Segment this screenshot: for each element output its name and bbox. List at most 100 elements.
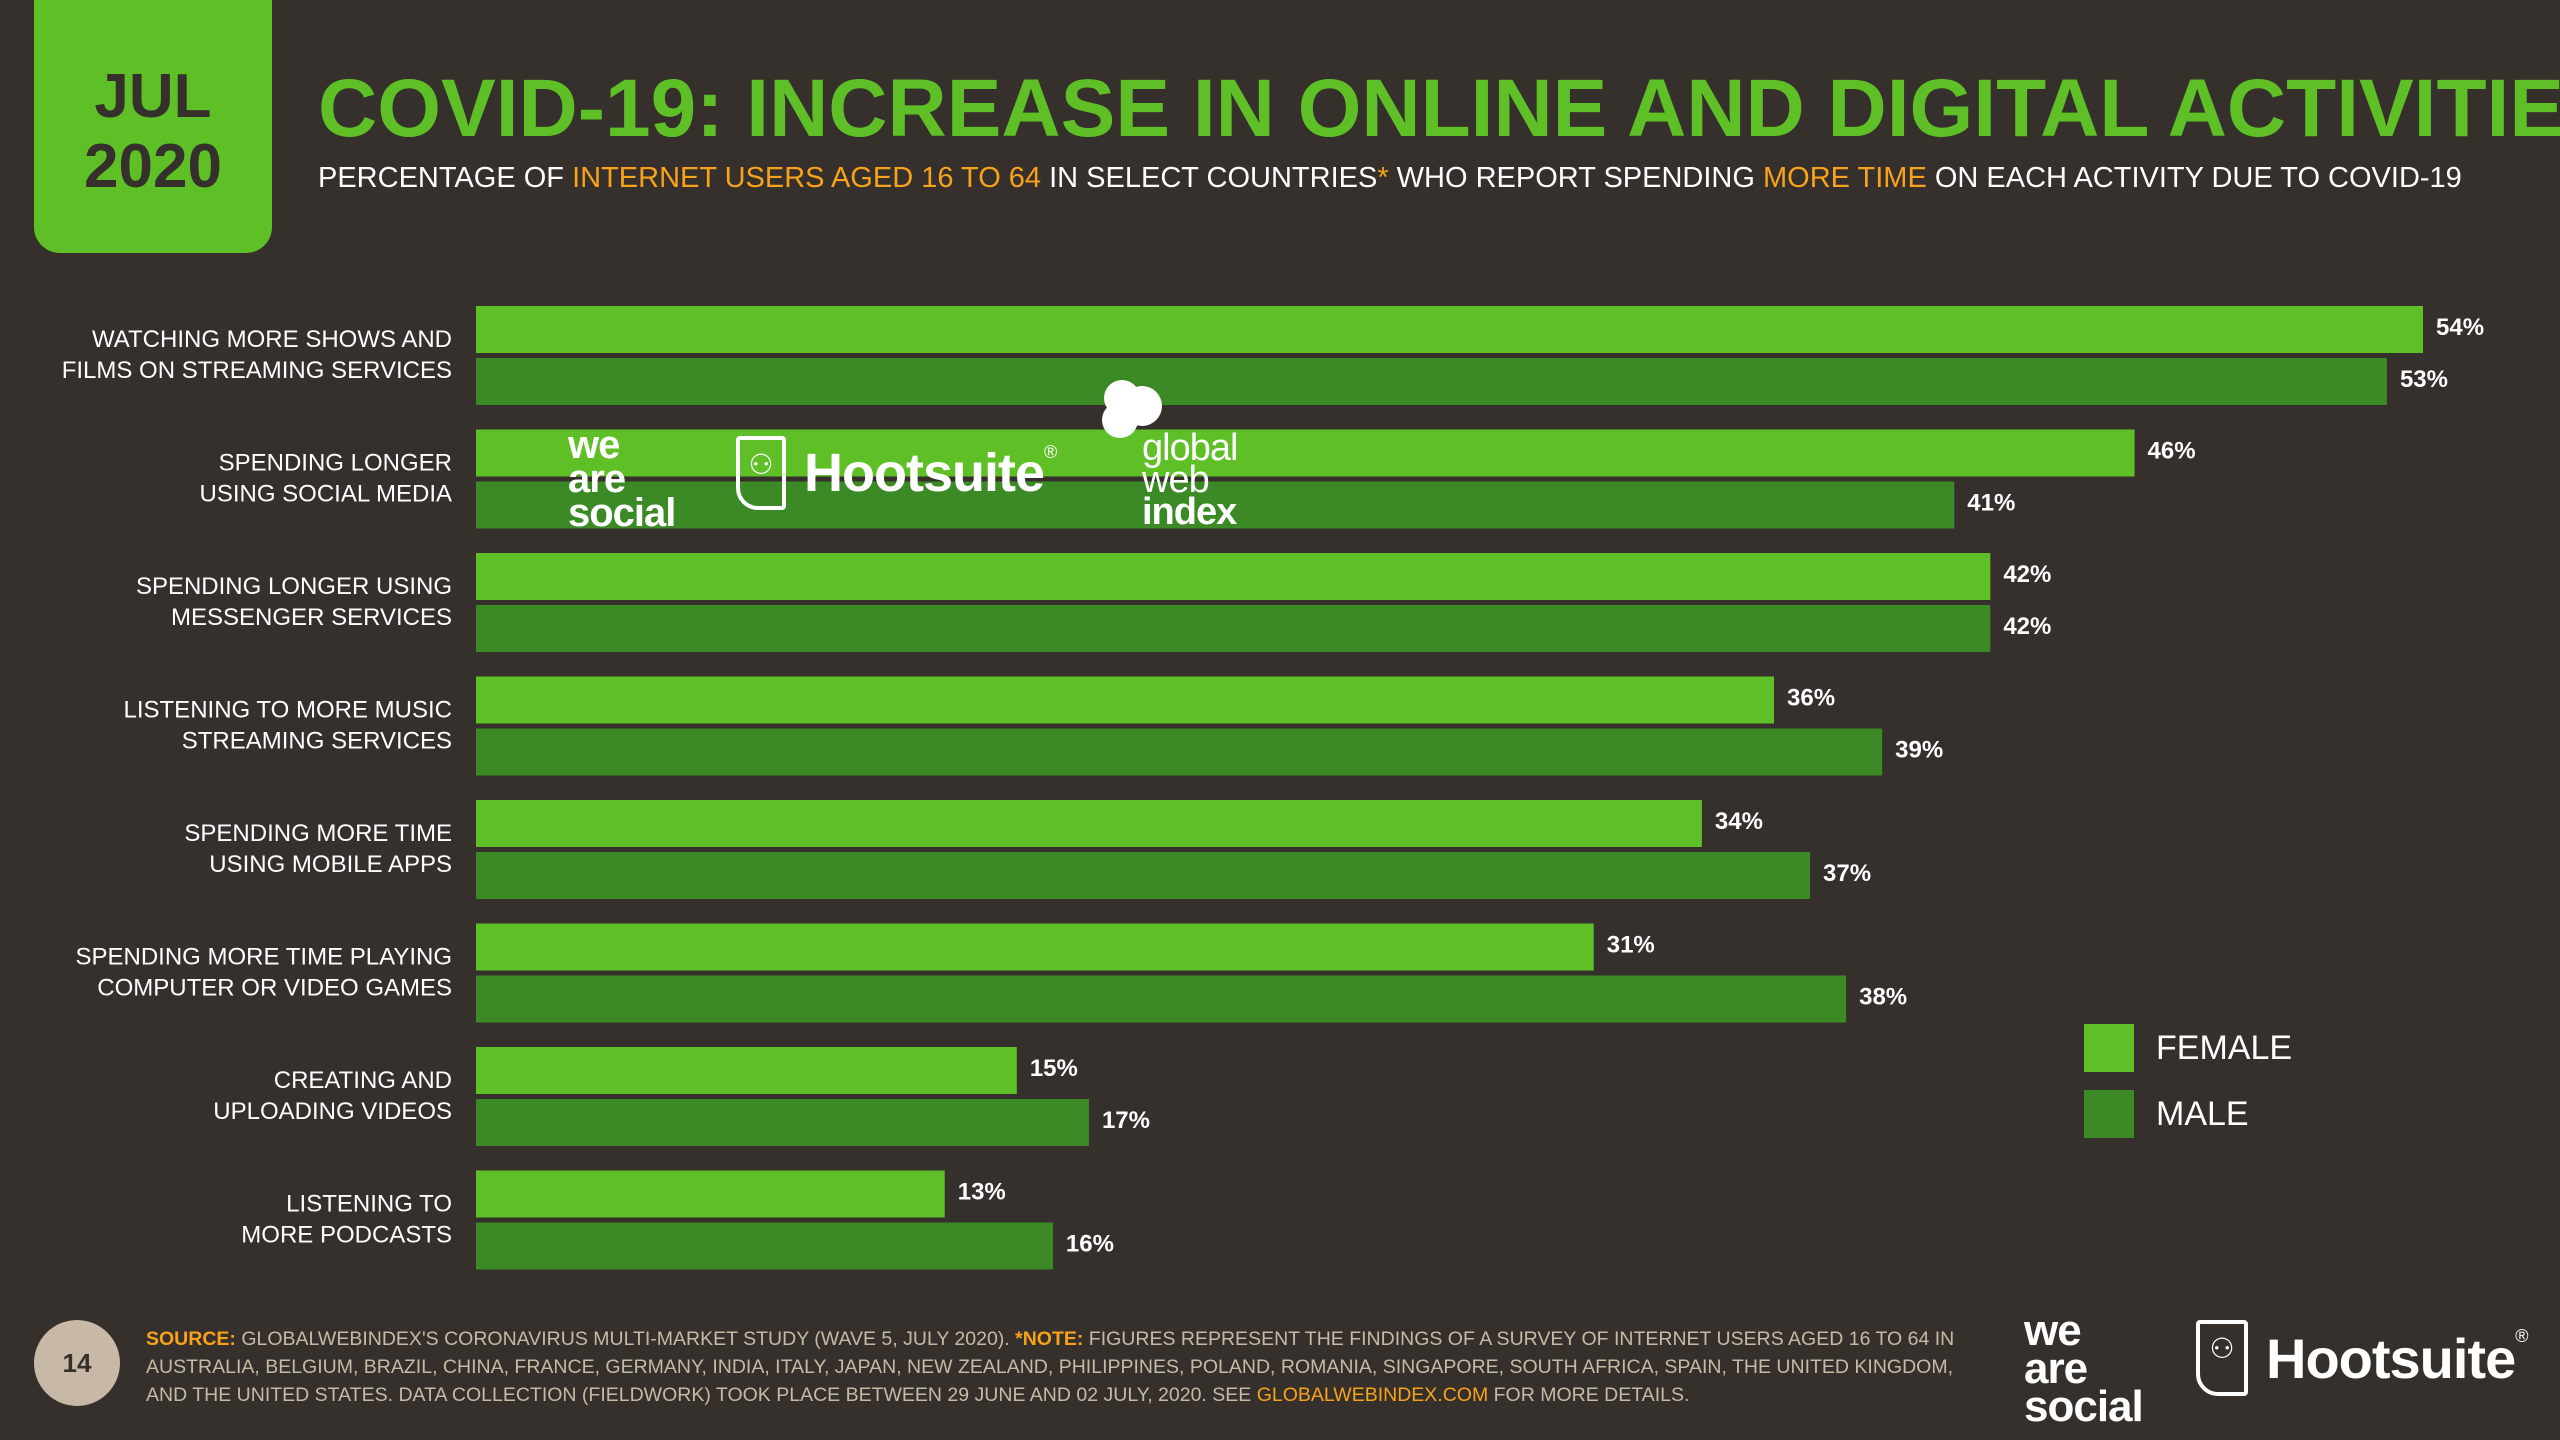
bar-female	[476, 1047, 1017, 1094]
category-label: CREATING AND UPLOADING VIDEOS	[213, 1067, 452, 1125]
value-label-male: 38%	[1859, 984, 1907, 1011]
category-label-line: FILMS ON STREAMING SERVICES	[62, 357, 452, 384]
bar-male	[476, 728, 1883, 776]
bar-female	[476, 676, 1774, 724]
category-label-line: SPENDING LONGER	[219, 450, 452, 477]
cloud-icon	[1102, 380, 1162, 438]
logo-line: we	[2024, 1306, 2082, 1355]
value-label-female: 36%	[1787, 685, 1835, 712]
hootsuite-wordmark: Hootsuite	[804, 443, 1045, 503]
subtitle-highlight: INTERNET USERS AGED 16 TO 64	[572, 162, 1042, 194]
date-year: 2020	[84, 131, 222, 201]
bar-female	[476, 923, 1594, 971]
value-label-male: 17%	[1102, 1107, 1150, 1134]
value-label-female: 54%	[2436, 314, 2484, 341]
page-title: COVID-19: INCREASE IN ONLINE AND DIGITAL…	[318, 63, 2560, 154]
subtitle-part: ON EACH ACTIVITY DUE TO COVID-19	[1926, 162, 2462, 194]
value-label-female: 31%	[1607, 932, 1655, 959]
hootsuite-watermark: ⚇ Hootsuite ®	[736, 436, 1057, 510]
owl-icon: ⚇	[736, 436, 786, 510]
source-text: GLOBALWEBINDEX'S CORONAVIRUS MULTI-MARKE…	[235, 1328, 1016, 1350]
value-label-male: 16%	[1066, 1231, 1114, 1258]
category-label-line: USING MOBILE APPS	[209, 851, 452, 878]
bar-male	[476, 358, 2387, 405]
value-label-female: 13%	[958, 1179, 1006, 1206]
subtitle-part: IN SELECT COUNTRIES	[1041, 162, 1378, 194]
watermark-line: global	[1142, 427, 1238, 469]
source-note: SOURCE: GLOBALWEBINDEX'S CORONAVIRUS MUL…	[146, 1325, 1976, 1409]
source-link[interactable]: GLOBALWEBINDEX.COM	[1256, 1384, 1489, 1406]
value-label-female: 15%	[1030, 1055, 1078, 1082]
legend-item-female: FEMALE	[2084, 1024, 2292, 1072]
watermark-line: index	[1142, 491, 1237, 533]
bar-female	[476, 800, 1702, 847]
value-label-male: 53%	[2400, 366, 2448, 393]
bar-female	[476, 429, 2135, 477]
category-label: WATCHING MORE SHOWS AND FILMS ON STREAMIN…	[62, 326, 452, 384]
bar-chart: WATCHING MORE SHOWS AND FILMS ON STREAMIN…	[62, 306, 2484, 1270]
end-text: FOR MORE DETAILS.	[1488, 1384, 1690, 1406]
hootsuite-logo: ⚇ Hootsuite ®	[2196, 1320, 2528, 1396]
category-label: LISTENING TO MORE MUSIC STREAMING SERVICE…	[124, 697, 453, 755]
legend-label-female: FEMALE	[2156, 1028, 2293, 1067]
legend-swatch-male	[2084, 1090, 2134, 1138]
bar-male	[476, 605, 1991, 652]
category-label-line: LISTENING TO MORE MUSIC	[124, 697, 453, 724]
bar-female	[476, 1170, 945, 1218]
subtitle-part: PERCENTAGE OF	[318, 162, 573, 194]
date-badge: JUL 2020	[34, 0, 272, 253]
bar-female	[476, 553, 1991, 600]
subtitle-part: WHO REPORT SPENDING	[1388, 162, 1763, 194]
category-label-line: CREATING AND	[274, 1067, 452, 1094]
legend-swatch-female	[2084, 1024, 2134, 1072]
logo-line: are	[2024, 1344, 2088, 1393]
category-label-line: USING SOCIAL MEDIA	[200, 481, 453, 508]
category-label: SPENDING MORE TIME PLAYING COMPUTER OR VI…	[75, 944, 452, 1002]
gwi-wordmark: global web index	[1142, 427, 1238, 533]
category-label-line: WATCHING MORE SHOWS AND	[92, 326, 452, 353]
subtitle-highlight: MORE TIME	[1762, 162, 1927, 194]
category-label: LISTENING TO MORE PODCASTS	[241, 1191, 452, 1249]
logo-line: social	[2024, 1382, 2144, 1431]
watermark-line: web	[1142, 459, 1210, 501]
category-label-line: LISTENING TO	[286, 1191, 452, 1218]
category-label-line: SPENDING MORE TIME PLAYING	[75, 944, 452, 971]
bar-male	[476, 975, 1847, 1023]
legend-item-male: MALE	[2084, 1090, 2292, 1138]
subtitle-asterisk: *	[1377, 162, 1389, 194]
bar-female	[476, 306, 2423, 353]
category-label: SPENDING MORE TIME USING MOBILE APPS	[184, 820, 452, 878]
watermark-line: we	[568, 423, 620, 467]
category-label-line: UPLOADING VIDEOS	[213, 1098, 452, 1125]
legend-label-male: MALE	[2156, 1094, 2249, 1133]
watermark-line: are	[568, 457, 626, 501]
value-label-female: 34%	[1715, 808, 1763, 835]
category-label-line: COMPUTER OR VIDEO GAMES	[97, 975, 452, 1002]
owl-icon: ⚇	[2196, 1320, 2248, 1396]
hootsuite-wordmark: Hootsuite	[2266, 1326, 2516, 1390]
page-number: 14	[34, 1320, 120, 1406]
bar-male	[476, 481, 1955, 529]
chart-legend: FEMALE MALE	[2084, 1024, 2292, 1156]
value-label-male: 42%	[2003, 613, 2051, 640]
bar-male	[476, 1099, 1089, 1146]
bar-male	[476, 1222, 1053, 1270]
page-subtitle: PERCENTAGE OF INTERNET USERS AGED 16 TO …	[318, 162, 2462, 195]
category-label: SPENDING LONGER USING MESSENGER SERVICES	[136, 573, 452, 631]
category-label-line: MORE PODCASTS	[241, 1222, 452, 1249]
category-label-line: SPENDING MORE TIME	[184, 820, 452, 847]
value-label-male: 37%	[1823, 860, 1871, 887]
category-label-line: MESSENGER SERVICES	[171, 604, 452, 631]
value-label-male: 41%	[1967, 490, 2015, 517]
bar-male	[476, 852, 1811, 899]
value-label-female: 42%	[2003, 561, 2051, 588]
watermark-line: social	[568, 491, 676, 535]
category-label-line: SPENDING LONGER USING	[136, 573, 452, 600]
we-are-social-logo: we are social	[2024, 1306, 2144, 1431]
source-label: SOURCE:	[146, 1328, 236, 1350]
registered-mark: ®	[1044, 442, 1058, 462]
note-text: FIGURES REPRESENT THE FINDINGS OF A SURV…	[146, 1328, 1955, 1406]
note-label: *NOTE:	[1015, 1328, 1084, 1350]
value-label-female: 46%	[2148, 438, 2196, 465]
we-are-social-watermark: we are social	[568, 423, 676, 535]
